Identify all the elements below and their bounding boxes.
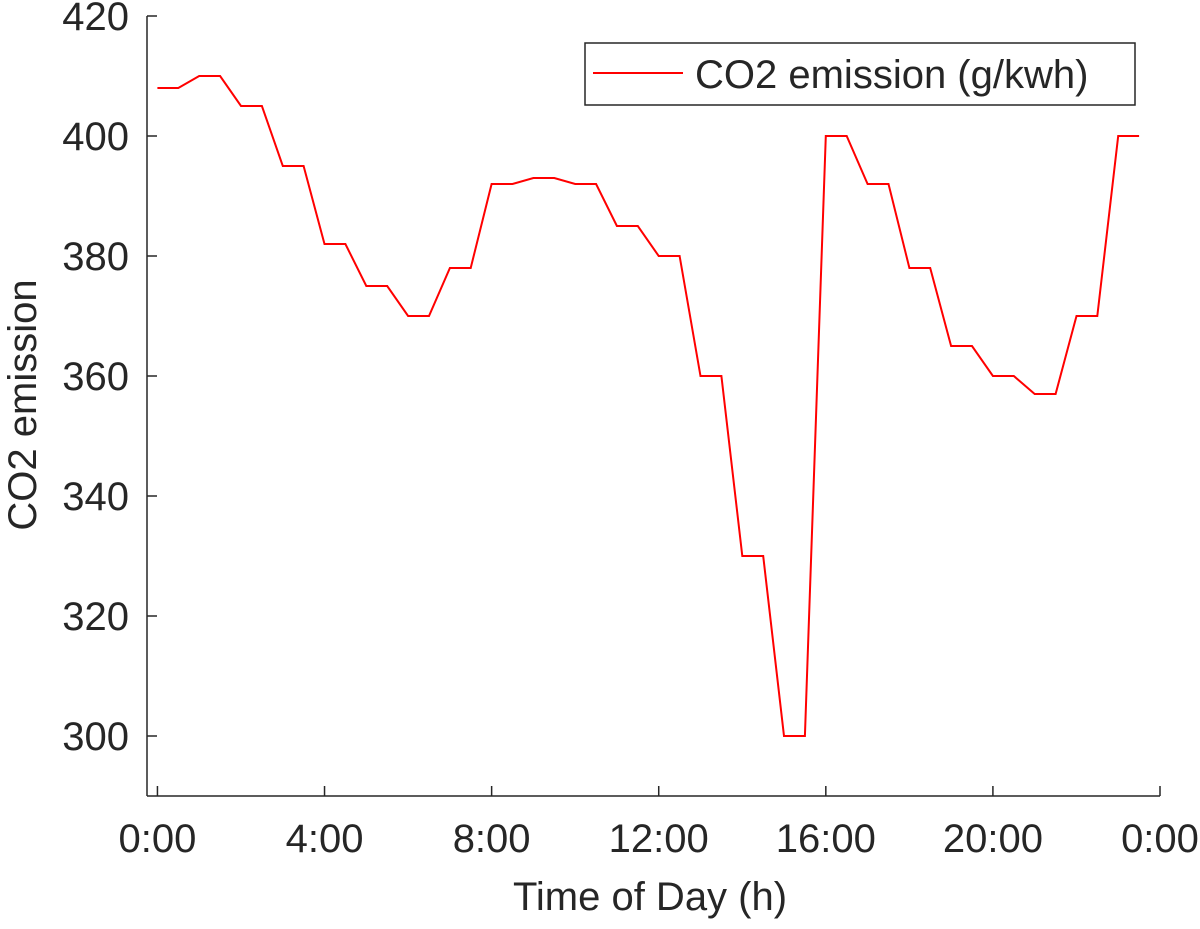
y-tick-label: 380 — [62, 235, 129, 279]
axes — [146, 16, 1160, 797]
x-tick-label: 0:00 — [1121, 817, 1199, 861]
x-tick-label: 0:00 — [119, 817, 197, 861]
y-axis-ticks: 300 320 340 360 380 400 420 — [62, 0, 157, 759]
x-tick-label: 4:00 — [286, 817, 364, 861]
series-line — [157, 75, 1140, 737]
x-tick-label: 16:00 — [776, 817, 876, 861]
legend: CO2 emission (g/kwh) — [584, 42, 1136, 106]
y-axis-label: CO2 emission — [1, 279, 45, 530]
x-tick-label: 8:00 — [453, 817, 531, 861]
series-lines — [157, 75, 1140, 737]
y-tick-label: 320 — [62, 595, 129, 639]
x-axis-ticks: 0:00 4:00 8:00 12:00 16:00 20:00 0:00 — [119, 786, 1199, 861]
x-axis-label: Time of Day (h) — [513, 875, 787, 919]
y-tick-label: 340 — [62, 475, 129, 519]
x-tick-label: 20:00 — [943, 817, 1043, 861]
x-tick-label: 12:00 — [609, 817, 709, 861]
legend-label: CO2 emission (g/kwh) — [695, 53, 1088, 97]
y-tick-label: 420 — [62, 0, 129, 39]
y-tick-label: 400 — [62, 115, 129, 159]
y-tick-label: 360 — [62, 355, 129, 399]
y-tick-label: 300 — [62, 715, 129, 759]
